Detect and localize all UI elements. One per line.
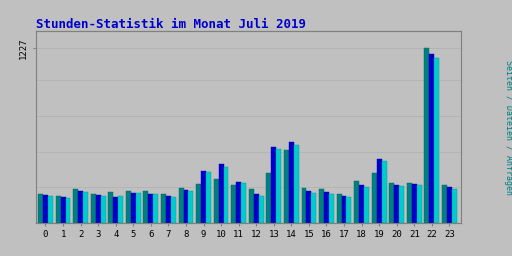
- Bar: [206, 172, 211, 223]
- Bar: [412, 184, 417, 223]
- Bar: [83, 192, 88, 223]
- Bar: [171, 197, 176, 223]
- Bar: [311, 193, 316, 223]
- Bar: [56, 196, 60, 223]
- Bar: [354, 181, 359, 223]
- Bar: [113, 197, 118, 223]
- Bar: [148, 194, 153, 223]
- Bar: [324, 192, 329, 223]
- Bar: [284, 150, 289, 223]
- Bar: [241, 183, 246, 223]
- Bar: [38, 194, 43, 223]
- Bar: [161, 194, 166, 223]
- Bar: [136, 193, 141, 223]
- Bar: [48, 196, 53, 223]
- Bar: [389, 183, 394, 223]
- Bar: [417, 185, 422, 223]
- Bar: [224, 167, 228, 223]
- Bar: [364, 187, 369, 223]
- Bar: [126, 191, 131, 223]
- Bar: [294, 145, 298, 223]
- Text: Stunden-Statistik im Monat Juli 2019: Stunden-Statistik im Monat Juli 2019: [36, 18, 306, 31]
- Bar: [143, 191, 148, 223]
- Bar: [43, 195, 48, 223]
- Bar: [289, 142, 294, 223]
- Bar: [377, 159, 381, 223]
- Bar: [302, 188, 307, 223]
- Bar: [188, 191, 194, 223]
- Bar: [381, 161, 387, 223]
- Bar: [372, 173, 377, 223]
- Bar: [407, 183, 412, 223]
- Bar: [153, 194, 158, 223]
- Bar: [196, 184, 201, 223]
- Bar: [447, 187, 452, 223]
- Bar: [424, 48, 430, 223]
- Bar: [342, 196, 347, 223]
- Bar: [347, 197, 351, 223]
- Bar: [434, 58, 439, 223]
- Bar: [201, 171, 206, 223]
- Bar: [179, 188, 183, 223]
- Bar: [394, 185, 399, 223]
- Bar: [96, 195, 101, 223]
- Bar: [231, 185, 236, 223]
- Text: Seiten / Dateien / Anfragen: Seiten / Dateien / Anfragen: [504, 60, 512, 196]
- Bar: [109, 192, 113, 223]
- Bar: [359, 185, 364, 223]
- Bar: [271, 147, 276, 223]
- Bar: [101, 196, 105, 223]
- Bar: [236, 182, 241, 223]
- Bar: [219, 164, 224, 223]
- Bar: [307, 191, 311, 223]
- Bar: [131, 193, 136, 223]
- Bar: [259, 196, 264, 223]
- Bar: [73, 189, 78, 223]
- Bar: [214, 179, 219, 223]
- Bar: [329, 194, 334, 223]
- Bar: [254, 194, 259, 223]
- Bar: [118, 196, 123, 223]
- Bar: [276, 150, 281, 223]
- Bar: [337, 194, 342, 223]
- Bar: [183, 190, 188, 223]
- Bar: [319, 189, 324, 223]
- Bar: [60, 197, 66, 223]
- Bar: [266, 173, 271, 223]
- Bar: [452, 189, 457, 223]
- Bar: [66, 198, 71, 223]
- Bar: [430, 54, 434, 223]
- Bar: [442, 185, 447, 223]
- Bar: [78, 191, 83, 223]
- Bar: [399, 186, 404, 223]
- Bar: [249, 189, 254, 223]
- Bar: [91, 194, 96, 223]
- Bar: [166, 196, 171, 223]
